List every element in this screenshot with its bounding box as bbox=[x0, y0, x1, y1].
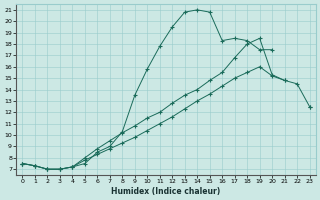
X-axis label: Humidex (Indice chaleur): Humidex (Indice chaleur) bbox=[111, 187, 221, 196]
